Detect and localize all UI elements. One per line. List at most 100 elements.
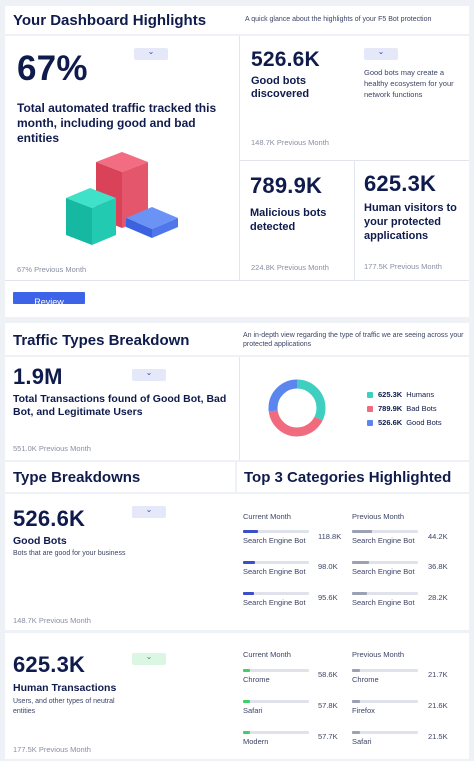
traffic-donut-chart: [268, 379, 326, 437]
malicious-bots-value: 789.9K: [250, 173, 323, 198]
blue-slab-left: [126, 218, 152, 238]
legend-name: Bad Bots: [406, 404, 437, 413]
category-value: 57.7K: [318, 732, 338, 741]
good-bots-breakdown-desc: Bots that are good for your business: [13, 550, 126, 557]
type-breakdowns-header: [5, 462, 235, 492]
type-breakdowns-title: Type Breakdowns: [13, 469, 141, 486]
category-bar-fill: [352, 530, 372, 533]
category-bar: [243, 561, 309, 564]
highlights-panel: [5, 36, 469, 317]
human-breakdown-label: Human Transactions: [13, 682, 117, 694]
category-name: Chrome: [352, 675, 379, 684]
good-bots-previous: 148.7K Previous Month: [251, 138, 329, 147]
category-bar-fill: [352, 592, 367, 595]
automated-traffic-label: Total automated traffic tracked this mon…: [17, 101, 217, 145]
category-value: 28.2K: [428, 593, 448, 602]
dashboard-header: [5, 6, 469, 34]
category-bar: [352, 561, 418, 564]
donut-slice-good-bots: [268, 379, 326, 437]
human-breakdown-value: 625.3K: [13, 652, 86, 677]
category-bar-fill: [243, 561, 255, 564]
category-bar: [352, 700, 418, 703]
category-bar-fill: [243, 700, 250, 703]
human-visitors-previous: 177.5K Previous Month: [364, 262, 442, 271]
review-button[interactable]: Review: [13, 292, 85, 304]
divider: [5, 280, 469, 281]
legend-value: 625.3K: [378, 390, 403, 399]
malicious-bots-label: Malicious bots detected: [250, 207, 327, 233]
automated-traffic-previous: 67% Previous Month: [17, 265, 87, 274]
category-name: Search Engine Bot: [243, 536, 306, 545]
legend-item-bad-bots: 789.9K Bad Bots: [367, 404, 437, 413]
divider: [239, 357, 240, 460]
legend-swatch: [367, 391, 373, 398]
category-bar: [243, 731, 309, 734]
human-breakdown-desc: Users, and other types of neutral entiti…: [13, 698, 115, 715]
category-value: 21.6K: [428, 701, 448, 710]
legend-swatch: [367, 405, 373, 412]
donut-slice-bad-bots: [268, 379, 326, 437]
good-bots-value: 526.6K: [251, 48, 320, 71]
dashboard-subtitle: A quick glance about the highlights of y…: [245, 16, 432, 23]
category-value: 21.7K: [428, 670, 448, 679]
category-name: Search Engine Bot: [352, 598, 415, 607]
trend-chip: ⌄: [132, 369, 166, 381]
category-name: Search Engine Bot: [243, 567, 306, 576]
category-name: Firefox: [352, 706, 375, 715]
trend-chip: ⌄: [132, 506, 166, 518]
category-name: Search Engine Bot: [243, 598, 306, 607]
categories-header: [237, 462, 469, 492]
good-bots-breakdown-value: 526.6K: [13, 506, 86, 531]
bots-previous-month-heading: Previous Month: [352, 512, 405, 521]
category-name: Modern: [243, 737, 269, 746]
good-bots-breakdown-previous: 148.7K Previous Month: [13, 616, 91, 625]
category-bar-fill: [243, 669, 250, 672]
good-bots-breakdown-label: Good Bots: [13, 535, 67, 547]
traffic-panel: [5, 357, 469, 460]
category-value: 21.5K: [428, 732, 448, 741]
legend-item-humans: 625.3K Humans: [367, 390, 434, 399]
category-value: 58.6K: [318, 670, 338, 679]
category-bar: [243, 592, 309, 595]
legend-value: 526.6K: [378, 418, 403, 427]
category-value: 118.8K: [318, 532, 342, 541]
total-transactions-value: 1.9M: [13, 364, 63, 389]
trend-chip: ⌄: [132, 653, 166, 665]
category-value: 44.2K: [428, 532, 448, 541]
category-bar: [352, 530, 418, 533]
humans-current-month-heading: Current Month: [243, 650, 291, 659]
teal-cube-right: [92, 198, 116, 245]
good-bots-note: Good bots may create a healthy ecosystem…: [364, 68, 454, 99]
category-bar-fill: [243, 530, 258, 533]
category-name: Safari: [352, 737, 372, 746]
category-value: 98.0K: [318, 562, 338, 571]
human-visitors-value: 625.3K: [364, 171, 437, 196]
teal-cube-left: [66, 198, 92, 245]
legend-value: 789.9K: [378, 404, 403, 413]
category-value: 57.8K: [318, 701, 338, 710]
human-breakdown-panel: [5, 633, 469, 759]
category-bar-fill: [352, 700, 360, 703]
category-bar: [352, 669, 418, 672]
category-bar: [352, 592, 418, 595]
legend-name: Humans: [406, 390, 435, 399]
trend-chip: ⌄: [134, 48, 168, 60]
cubes-illustration: [66, 152, 178, 245]
automated-traffic-value: 67%: [17, 49, 88, 88]
dashboard-title: Your Dashboard Highlights: [13, 12, 207, 29]
category-bar-fill: [243, 731, 250, 734]
traffic-subtitle: An in-depth view regarding the type of t…: [243, 332, 464, 348]
category-value: 36.8K: [428, 562, 448, 571]
bots-current-month-heading: Current Month: [243, 512, 291, 521]
divider: [354, 161, 355, 280]
legend-item-good-bots: 526.6K Good Bots: [367, 418, 442, 427]
category-bar: [243, 530, 309, 533]
category-name: Search Engine Bot: [352, 567, 415, 576]
human-visitors-label: Human visitors to your protected applica…: [364, 202, 457, 242]
category-name: Chrome: [243, 675, 270, 684]
human-breakdown-previous: 177.5K Previous Month: [13, 745, 91, 754]
trend-chip: ⌄: [364, 48, 398, 60]
divider: [239, 36, 240, 280]
legend-swatch: [367, 419, 373, 426]
teal-cube-top: [66, 188, 116, 208]
